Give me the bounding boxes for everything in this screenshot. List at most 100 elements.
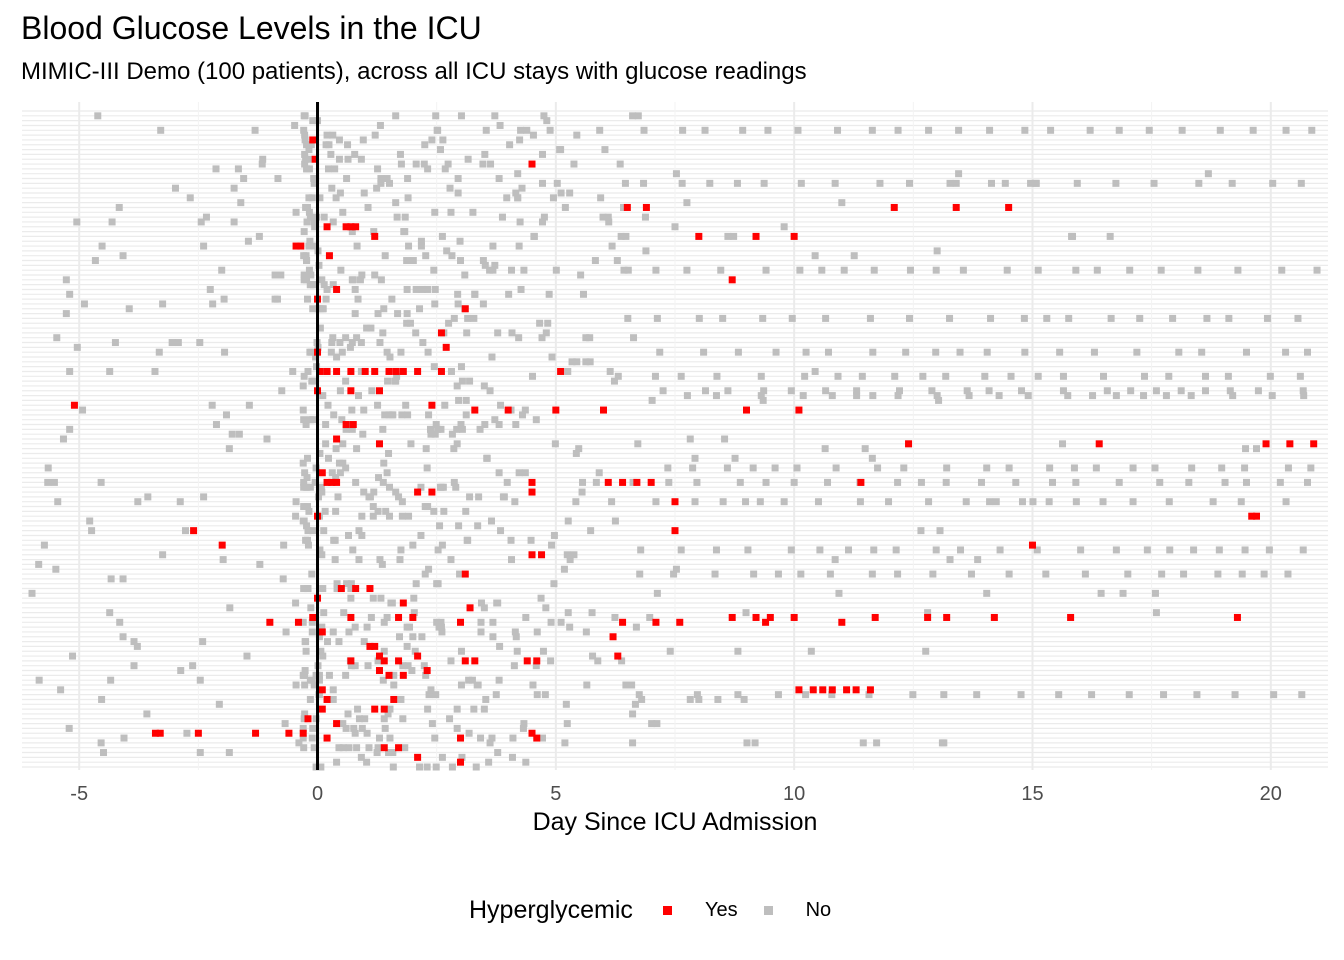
- data-point-no: [384, 710, 392, 718]
- data-point-no: [441, 165, 449, 173]
- data-point-no: [344, 141, 352, 149]
- data-point-no: [355, 527, 363, 535]
- data-point-no: [318, 305, 326, 313]
- data-point-no: [385, 512, 393, 520]
- data-point-no: [307, 348, 315, 356]
- data-point-no: [925, 498, 933, 506]
- data-point-no: [438, 232, 446, 240]
- data-point-no: [573, 131, 581, 139]
- data-point-no: [1214, 570, 1222, 578]
- data-point-yes: [385, 367, 393, 375]
- data-point-no: [665, 478, 673, 486]
- data-point-no: [343, 580, 351, 588]
- data-point-no: [1140, 372, 1148, 380]
- data-point-no: [1300, 392, 1308, 400]
- data-point-no: [538, 334, 546, 342]
- data-point-no: [762, 478, 770, 486]
- data-point-yes: [457, 618, 465, 626]
- data-point-yes: [333, 285, 341, 293]
- data-point-no: [959, 266, 967, 274]
- data-point-yes: [414, 753, 422, 761]
- data-point-no: [342, 671, 350, 679]
- data-point-no: [787, 387, 795, 395]
- data-point-no: [1001, 179, 1009, 187]
- data-point-no: [215, 700, 223, 708]
- data-point-no: [351, 150, 359, 158]
- data-point-no: [577, 271, 585, 279]
- data-point-no: [421, 503, 429, 511]
- data-point-no: [1195, 179, 1203, 187]
- data-point-no: [1165, 372, 1173, 380]
- data-point-no: [310, 681, 318, 689]
- data-point-no: [610, 377, 618, 385]
- data-point-no: [331, 556, 339, 564]
- data-point-yes: [766, 613, 774, 621]
- data-point-no: [617, 232, 625, 240]
- data-point-no: [309, 724, 317, 732]
- data-point-no: [466, 377, 474, 385]
- data-point-no: [441, 401, 449, 409]
- data-point-no: [938, 739, 946, 747]
- data-point-no: [630, 334, 638, 342]
- data-point-no: [403, 310, 411, 318]
- data-point-no: [1202, 387, 1210, 395]
- data-point-no: [929, 570, 937, 578]
- data-point-no: [711, 570, 719, 578]
- data-point-no: [303, 141, 311, 149]
- data-point-no: [1088, 691, 1096, 699]
- data-point-yes: [299, 729, 307, 737]
- data-point-no: [518, 184, 526, 192]
- data-point-no: [319, 392, 327, 400]
- data-point-no: [542, 329, 550, 337]
- data-point-no: [466, 493, 474, 501]
- data-point-no: [1226, 387, 1234, 395]
- data-point-no: [299, 406, 307, 414]
- data-point-no: [1032, 179, 1040, 187]
- data-point-no: [494, 749, 502, 757]
- data-point-no: [933, 247, 941, 255]
- data-point-yes: [752, 613, 760, 621]
- data-point-no: [1238, 570, 1246, 578]
- data-point-no: [373, 749, 381, 757]
- legend-key-yes: [662, 905, 672, 915]
- data-point-no: [453, 382, 461, 390]
- data-point-no: [1194, 266, 1202, 274]
- data-point-no: [392, 112, 400, 120]
- data-point-no: [394, 310, 402, 318]
- data-point-no: [301, 469, 309, 477]
- data-point-no: [475, 493, 483, 501]
- data-point-yes: [328, 478, 336, 486]
- data-point-no: [516, 218, 524, 226]
- data-point-no: [762, 266, 770, 274]
- data-point-no: [891, 372, 899, 380]
- data-point-no: [831, 179, 839, 187]
- data-point-no: [339, 744, 347, 752]
- data-point-no: [479, 160, 487, 168]
- legend-item-no: No: [763, 899, 831, 922]
- data-point-no: [418, 285, 426, 293]
- data-point-no: [495, 175, 503, 183]
- data-point-no: [731, 454, 739, 462]
- data-point-no: [1073, 179, 1081, 187]
- data-point-yes: [795, 406, 803, 414]
- data-point-no: [302, 421, 310, 429]
- data-point-yes: [866, 686, 874, 694]
- data-point-no: [458, 377, 466, 385]
- data-point-no: [691, 498, 699, 506]
- data-point-no: [342, 724, 350, 732]
- data-point-no: [330, 411, 338, 419]
- data-point-no: [511, 628, 519, 636]
- data-point-no: [200, 242, 208, 250]
- data-point-no: [1237, 498, 1245, 506]
- data-point-yes: [504, 406, 512, 414]
- data-point-no: [289, 367, 297, 375]
- data-point-no: [115, 203, 123, 211]
- data-point-yes: [316, 367, 324, 375]
- data-point-no: [73, 218, 81, 226]
- data-point-no: [1086, 126, 1094, 134]
- data-point-no: [575, 445, 583, 453]
- data-point-no: [611, 613, 619, 621]
- data-point-yes: [600, 406, 608, 414]
- data-point-no: [315, 633, 323, 641]
- data-point-no: [714, 695, 722, 703]
